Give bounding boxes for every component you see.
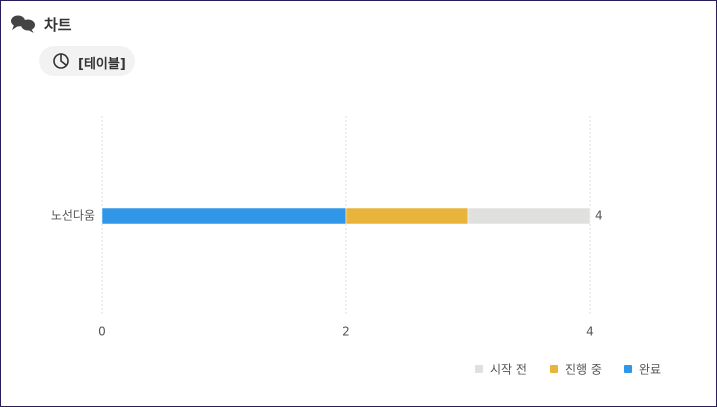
y-tick-label: 노선다움 (51, 209, 95, 223)
tab-button[interactable]: [테이블] (39, 46, 135, 76)
total-label: 4 (595, 209, 603, 223)
pie-icon (53, 53, 69, 69)
bar-segment (345, 207, 469, 225)
legend-label: 진행 중 (565, 362, 602, 377)
bar-segment (467, 207, 591, 225)
legend-label: 완료 (639, 363, 661, 377)
x-tick-label: 0 (98, 325, 106, 339)
x-tick-label: 2 (342, 325, 350, 339)
legend-swatch (624, 365, 632, 373)
tab-label: [테이블] (78, 57, 126, 72)
page-title: 차트 (44, 16, 72, 34)
legend-swatch (475, 365, 483, 373)
legend-swatch (550, 365, 558, 373)
legend-label: 시작 전 (490, 363, 527, 377)
chat-icon (11, 15, 35, 33)
bar-segment (101, 207, 347, 225)
x-tick-label: 4 (586, 325, 594, 339)
